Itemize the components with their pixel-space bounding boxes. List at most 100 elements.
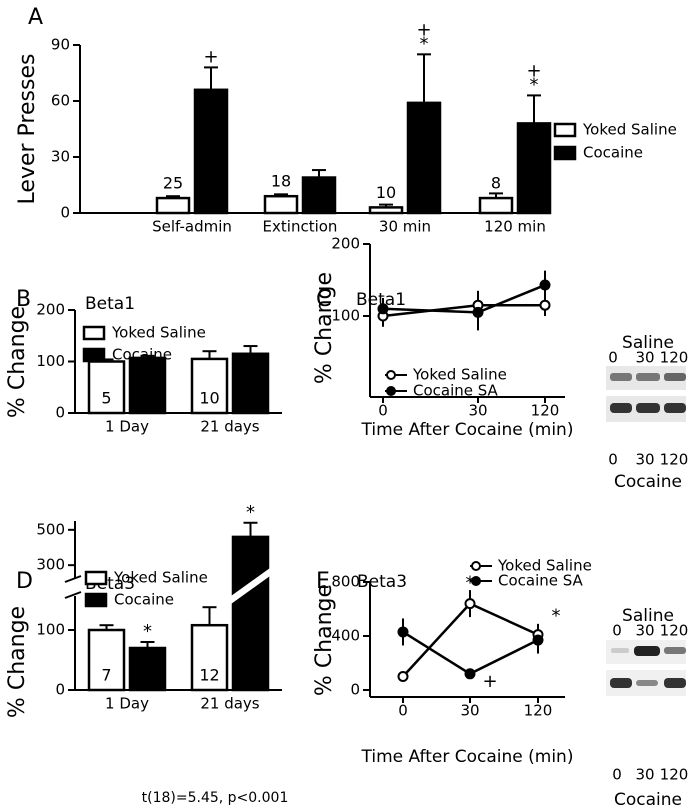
sample-size: 17	[309, 189, 329, 208]
y-tick-label: 0	[60, 204, 70, 222]
annotation: +	[203, 46, 218, 67]
sample-size: 8	[245, 666, 255, 685]
panel-title: Beta1	[85, 294, 135, 314]
data-point	[464, 598, 476, 610]
y-axis-label: % Change	[312, 272, 337, 384]
legend-label: Cocaine SA	[413, 382, 499, 400]
legend-label: Yoked Saline	[412, 366, 507, 384]
legend-label: Yoked Saline	[582, 121, 677, 139]
bar	[478, 196, 514, 215]
y-tick-label: 100	[36, 621, 65, 639]
y-tick-label: 90	[51, 36, 70, 54]
blot-band	[636, 403, 660, 413]
blot-band	[634, 646, 660, 656]
blot-lane: 120	[660, 766, 689, 784]
y-tick-label: 0	[55, 681, 65, 699]
legend-label: Cocaine	[583, 144, 643, 162]
annotation: +	[416, 19, 431, 40]
legend-swatch	[82, 325, 106, 341]
legend-marker	[386, 386, 396, 396]
bar	[231, 352, 270, 415]
y-axis-label: % Change	[5, 306, 30, 418]
blot-label: Cocaine	[614, 472, 682, 492]
sample-size: 8	[529, 189, 539, 208]
sample-size: 8	[491, 174, 501, 193]
legend-swatch	[84, 592, 108, 608]
x-tick-label: 120	[524, 702, 553, 720]
y-tick-label: 200	[331, 235, 360, 253]
bar	[406, 101, 442, 215]
series-line	[382, 283, 546, 314]
legend-label: Cocaine SA	[498, 572, 584, 590]
legend-label: Yoked Saline	[497, 557, 592, 575]
x-tick-label: 0	[398, 702, 408, 720]
annotation: +	[482, 671, 497, 692]
bar	[128, 646, 167, 692]
axis-break-mark	[64, 591, 82, 599]
annotation: *	[466, 573, 475, 594]
blot-band	[664, 403, 686, 413]
blot-lane: 0	[608, 349, 618, 367]
sample-size: 7	[101, 666, 111, 685]
axis-break	[65, 578, 81, 596]
annotation: *	[420, 33, 429, 54]
blot-lane: 120	[660, 622, 689, 640]
axis-break-mark	[64, 575, 82, 583]
blot-band	[664, 678, 686, 688]
legend-label: Yoked Saline	[111, 324, 206, 342]
blot-lane: 120	[660, 451, 689, 469]
sample-size: 8	[245, 389, 255, 408]
annotation: *	[552, 606, 561, 627]
sample-size: 6	[142, 666, 152, 685]
y-tick-label: 800	[331, 573, 360, 591]
blot-lane: 0	[612, 622, 622, 640]
y-tick-label: 100	[36, 352, 65, 370]
legend-swatch	[553, 145, 577, 161]
blot-band	[610, 678, 632, 688]
blot-lane: 30	[635, 766, 654, 784]
panel-label: E	[316, 569, 330, 594]
blot-lane: 0	[612, 766, 622, 784]
bar	[516, 122, 552, 215]
y-axis-label: % Change	[5, 606, 30, 718]
blot-label: Saline	[622, 333, 674, 353]
x-tick-label: Extinction	[263, 218, 338, 236]
x-tick-label: 1 Day	[105, 418, 149, 436]
bar	[128, 356, 167, 415]
data-point	[377, 303, 389, 315]
bar	[301, 176, 337, 215]
sample-size: 6	[142, 389, 152, 408]
data-point	[539, 299, 551, 311]
blot-band	[610, 373, 632, 381]
annotation: *	[143, 621, 152, 642]
blot-band	[636, 680, 658, 686]
annotation: *	[246, 502, 255, 523]
bar-break	[231, 568, 270, 604]
legend-label: Cocaine	[114, 591, 174, 609]
x-tick-label: Self-admin	[152, 218, 232, 236]
sample-size: 10	[199, 389, 219, 408]
blot-lane: 120	[660, 349, 689, 367]
y-tick-label: 0	[350, 681, 360, 699]
y-tick-label: 60	[51, 92, 70, 110]
annotation: +	[526, 60, 541, 81]
legend-marker	[471, 576, 481, 586]
bar	[190, 623, 229, 692]
bar	[155, 196, 191, 215]
data-point	[397, 626, 409, 638]
y-tick-label: 500	[36, 520, 65, 538]
legend-marker	[386, 370, 396, 380]
data-point	[472, 306, 484, 318]
x-tick-label: 30	[468, 402, 487, 420]
sample-size: 18	[271, 172, 291, 191]
x-axis-label: Time After Cocaine (min)	[361, 420, 574, 440]
sample-size: 12	[199, 666, 219, 685]
x-tick-label: 30	[460, 702, 479, 720]
sample-size: 23	[201, 189, 221, 208]
footnote: t(18)=5.45, p<0.001	[142, 790, 289, 806]
x-tick-label: 30 min	[379, 218, 431, 236]
x-tick-label: 120 min	[484, 218, 546, 236]
data-point	[532, 634, 544, 646]
legend-swatch	[84, 570, 108, 586]
